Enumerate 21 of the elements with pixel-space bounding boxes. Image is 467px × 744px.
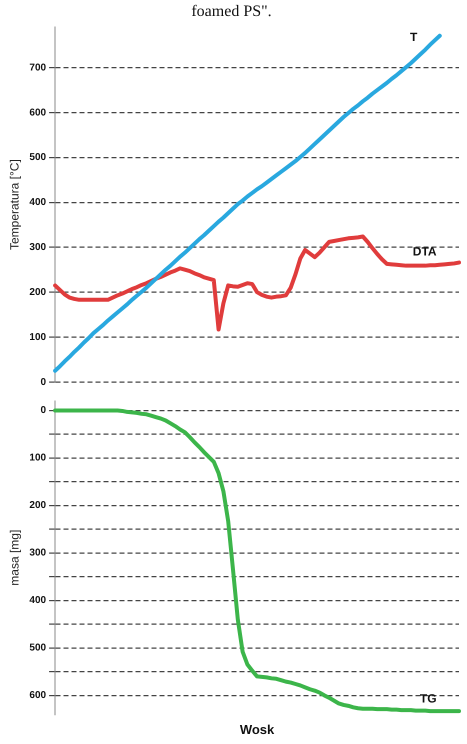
y-tick-label: 400 xyxy=(29,595,47,606)
y-tick-label: 300 xyxy=(29,548,47,559)
y-tick-label: 500 xyxy=(29,152,47,164)
y-tick-label: 100 xyxy=(29,452,47,464)
y-axis-title: masa [mg] xyxy=(8,530,22,586)
y-axis-title: Temperatura [°C] xyxy=(8,159,22,250)
y-tick-label: 700 xyxy=(29,62,47,74)
series-label: DTA xyxy=(412,244,437,259)
chart-title: foamed PS". xyxy=(191,2,272,20)
y-tick-label: 300 xyxy=(29,242,47,254)
y-tick-label: 600 xyxy=(29,107,47,118)
x-axis-title: Wosk xyxy=(240,722,276,737)
series-label: T xyxy=(410,30,418,44)
y-tick-label: 500 xyxy=(29,642,47,654)
y-tick-label: 0 xyxy=(40,405,47,416)
y-tick-label: 0 xyxy=(40,376,47,388)
y-tick-label: 200 xyxy=(29,500,47,512)
y-tick-label: 100 xyxy=(29,332,47,343)
y-tick-label: 600 xyxy=(29,690,47,702)
y-tick-label: 200 xyxy=(29,286,47,298)
y-tick-label: 400 xyxy=(29,197,47,208)
